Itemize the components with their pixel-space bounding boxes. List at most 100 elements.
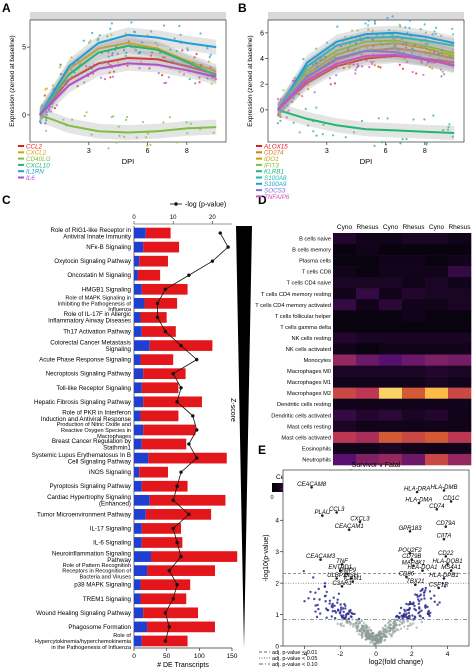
data-point [419,28,422,31]
data-point [373,22,377,25]
bar-upregulated [140,312,167,323]
heatmap-cell [425,233,449,245]
data-point [149,143,152,146]
gene-point [357,633,361,636]
heatmap-row-label: Eosinophils [302,446,331,452]
gene-point [302,570,305,573]
data-point [105,60,108,64]
data-point [39,122,43,125]
confidence-band [277,25,455,117]
data-point [352,63,355,66]
heatmap-cell [425,244,449,256]
gene-label: MS4A1 [441,565,461,571]
data-point [70,75,73,78]
gene-point [372,643,376,646]
labeled-gene-point [346,572,349,576]
pathway-label: Colorectal Cancer Metastasis [50,339,131,346]
y-axis-label: Expression (zeroed at baseline) [9,35,16,126]
heatmap-cell [333,376,357,388]
gene-point [420,609,423,612]
bar-upregulated [143,424,196,436]
colorbar-segment [280,483,284,492]
data-point [403,57,406,60]
pvalue-point [179,470,183,474]
gene-label: POU2F2 [398,548,422,554]
gene-point [312,576,315,579]
gene-point [341,618,344,621]
panel-label-b: B [238,1,247,15]
data-point [451,49,454,52]
bar-downregulated [134,523,142,534]
series-line-cxcl2 [38,41,217,116]
data-point [373,20,376,23]
pvalue-point [163,287,168,291]
data-point [398,49,401,52]
gene-point [367,634,370,637]
pvalue-point [187,273,191,277]
confidence-band [277,48,455,117]
heatmap-cell [333,332,357,344]
data-point [115,141,118,144]
data-point [354,72,357,75]
heatmap-cell [448,365,472,377]
heatmap-column-label: Rhesus [448,224,471,231]
y-tick-label: 5 [22,45,26,52]
heatmap-cell [425,343,449,355]
gene-point [333,604,336,607]
heatmap-cell [425,288,449,300]
heatmap-row-label: Macrophages M0 [287,369,331,375]
bar-downregulated [134,466,140,478]
heatmap-cell [448,409,472,422]
pathway-label: IL-17 Signaling [90,525,132,532]
pvalue-point [187,442,191,446]
data-point [361,119,364,122]
gene-point [420,620,423,624]
gene-label: CD1C [443,496,460,502]
pvalue-point [179,343,183,348]
bar-downregulated [134,480,142,492]
data-point [193,56,196,59]
y-tick-label: 0 [22,112,26,119]
gene-point [319,612,322,615]
gene-point [412,622,415,625]
data-point [207,60,210,63]
data-point [195,52,198,56]
data-point [371,29,374,32]
gene-point [410,624,413,627]
pvalue-point [191,414,195,418]
x-axis-label: # DE Transcripts [157,662,209,669]
data-point [125,118,128,121]
data-point [167,60,170,63]
pvalue-point [155,301,160,306]
gene-point [380,639,383,642]
data-point [179,33,182,36]
data-point [422,73,425,76]
data-point [354,47,357,50]
gene-point [400,614,403,617]
bar-downregulated [134,509,146,520]
data-point [156,44,159,47]
data-point [302,58,305,61]
bar-upregulated [143,241,180,253]
y-axis-label: -log10(p-value) [263,534,270,581]
data-point [370,48,373,51]
series-line-ccl2 [39,56,217,116]
pathway-label: Bacteria and Viruses [79,575,131,581]
gene-point [388,629,391,633]
data-point [279,114,282,117]
data-point [186,49,189,52]
heatmap-cell [379,277,403,289]
data-point [360,39,363,42]
gene-point [382,628,385,632]
data-point [168,116,171,119]
gene-point [336,622,339,626]
pathway-label: Hypercytokinemia/hyperchemokinemia [35,639,132,645]
data-point [44,122,47,125]
data-point [125,51,128,55]
data-point [365,46,368,49]
legend-entry: S100A8 [264,175,287,182]
gene-label: CCL3 [329,507,345,513]
data-point [108,71,111,74]
heatmap-row-label: NK cells activated [286,347,331,353]
